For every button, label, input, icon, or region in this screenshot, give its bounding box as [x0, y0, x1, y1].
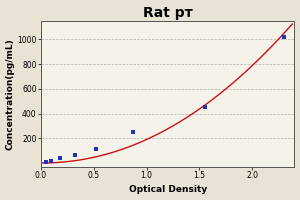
Y-axis label: Concentration(pg/mL): Concentration(pg/mL)	[6, 38, 15, 150]
Point	[130, 130, 135, 134]
Point	[93, 148, 98, 151]
Point	[202, 106, 207, 109]
X-axis label: Optical Density: Optical Density	[128, 185, 207, 194]
Title: Rat pт: Rat pт	[143, 6, 193, 20]
Point	[49, 159, 54, 162]
Point	[281, 35, 286, 38]
Point	[72, 153, 77, 157]
Point	[58, 156, 62, 160]
Point	[44, 160, 49, 164]
